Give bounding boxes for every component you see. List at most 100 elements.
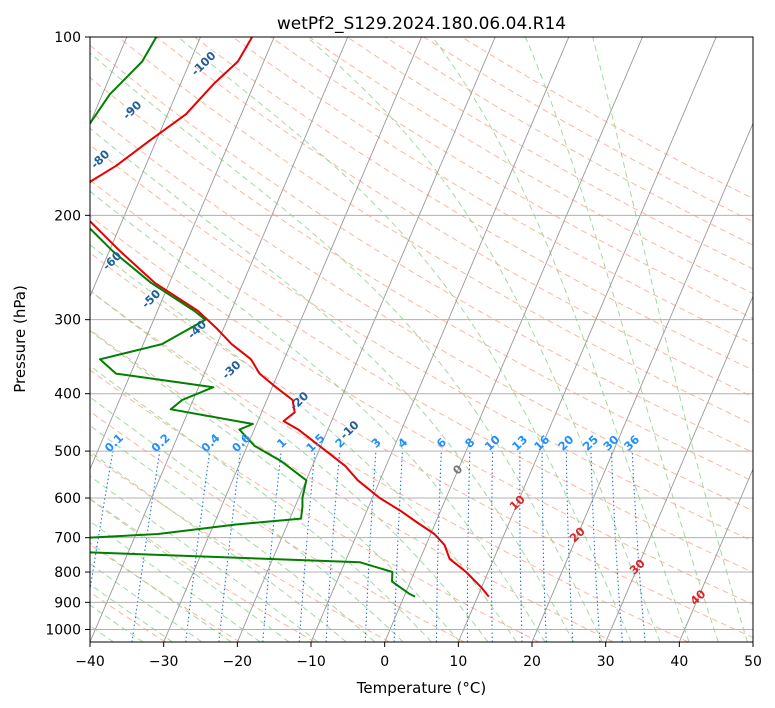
mixing-ratio-line (262, 451, 282, 642)
y-tick-label: 400 (54, 387, 81, 403)
mixing-ratio-line (185, 451, 211, 642)
moist-adiabat-label: -50 (139, 287, 164, 312)
mixing-ratio-line (466, 451, 471, 642)
dry-adiabat (385, 37, 753, 246)
moist-adiabat (90, 329, 461, 642)
sounding-series (90, 37, 490, 598)
isotherm-label: 30 (627, 556, 648, 577)
dry-adiabat (270, 37, 753, 319)
x-axis-title: Temperature (°C) (356, 679, 486, 697)
x-tick-label: 10 (449, 654, 467, 670)
x-tick-label: 40 (670, 654, 688, 670)
isotherm (310, 37, 570, 642)
isotherm (384, 37, 643, 642)
contour-labels: -100-90-80-70-60-50-40-30-20-100.1 0.2 0.4… (90, 48, 708, 608)
moist-adiabat (90, 542, 232, 642)
isotherm (90, 37, 275, 471)
isotherm (531, 122, 753, 642)
dry-adiabat (423, 37, 753, 223)
mixing-ratio-label: 8 (462, 435, 477, 451)
isotherm (90, 37, 201, 298)
dry-adiabat (90, 110, 753, 512)
isotherm (90, 37, 349, 642)
mixing-ratio-line (631, 451, 646, 642)
x-tick-label: −20 (223, 654, 253, 670)
dry-adiabat (461, 37, 753, 200)
y-tick-label: 900 (54, 595, 81, 611)
isotherm (457, 37, 717, 642)
dry-adiabat (90, 369, 540, 642)
dry-adiabat (90, 544, 241, 642)
mixing-ratio-line (364, 451, 377, 642)
moist-adiabat (90, 127, 575, 642)
moist-adiabat (90, 52, 603, 642)
mixing-ratio-line (218, 451, 242, 642)
mixing-ratio-label: 30 (600, 432, 621, 453)
x-tick-label: 50 (744, 654, 762, 670)
y-tick-label: 600 (54, 491, 81, 507)
mixing-ratio-line (490, 451, 494, 642)
x-tick-label: 30 (597, 654, 615, 670)
moist-adiabat (177, 37, 632, 642)
moist-adiabat (90, 190, 546, 642)
mixing-ratio-label: 20 (555, 432, 576, 453)
dry-adiabat (90, 215, 753, 606)
moist-adiabat-label: -30 (219, 358, 244, 383)
chart-title: wetPf2_S129.2024.180.06.04.R14 (277, 14, 566, 34)
moist-adiabat (431, 37, 690, 642)
moist-adiabat (90, 244, 517, 642)
isotherm (236, 37, 496, 642)
dry-adiabat (90, 76, 753, 482)
isotherms (90, 37, 753, 642)
dry-adiabats (90, 37, 753, 642)
dry-adiabat (308, 37, 753, 294)
moist-adiabat (90, 396, 404, 642)
mixing-ratio-line (519, 451, 523, 642)
moist-adiabat (90, 583, 173, 642)
dry-adiabat (90, 410, 465, 642)
x-tick-label: 20 (523, 654, 541, 670)
mixing-ratio-label: 13 (509, 432, 530, 453)
moist-adiabat (306, 37, 661, 642)
isotherm-label: 20 (567, 524, 588, 545)
moist-adiabat (90, 365, 432, 642)
dry-adiabat (90, 44, 753, 453)
mixing-ratio-line (610, 451, 623, 642)
y-tick-label: 500 (54, 444, 81, 460)
mixing-ratio-label: 10 (482, 432, 503, 453)
mixing-ratio-label: 6 (434, 435, 449, 451)
mixing-ratio-label: 3 (368, 435, 383, 451)
y-tick-label: 100 (54, 30, 81, 46)
temperature-line (90, 37, 490, 598)
isotherm-label: 0 (450, 462, 465, 478)
x-tick-label: −30 (149, 654, 179, 670)
mixing-ratio-line (565, 451, 574, 642)
y-axis-title: Pressure (hPa) (11, 285, 29, 393)
dry-adiabat (90, 144, 753, 542)
plot-frame (89, 36, 754, 643)
mixing-ratio-line (393, 451, 404, 642)
dewpoint-line (90, 37, 416, 598)
mixing-ratio-line (298, 451, 316, 642)
y-tick-label: 1000 (45, 622, 81, 638)
moist-adiabat (90, 451, 347, 642)
x-tick-label: −40 (75, 654, 105, 670)
isotherm (752, 640, 753, 642)
moist-adiabat-label: -100 (188, 48, 218, 78)
isotherm (605, 295, 753, 642)
isotherm-label: 10 (507, 492, 528, 513)
dry-adiabat (232, 37, 753, 345)
moist-adiabat (90, 424, 376, 642)
x-axis-ticks: −40 −30 −20 −10 0 10 20 30 40 50 (75, 642, 762, 670)
isotherm (678, 467, 753, 642)
moist-adiabat-label: -40 (185, 317, 210, 342)
moist-adiabat (90, 475, 319, 642)
moist-adiabat (525, 37, 719, 642)
moist-adiabat (90, 520, 261, 642)
dry-adiabat (90, 329, 614, 642)
pressure-gridlines (90, 37, 753, 630)
moist-adiabat (592, 37, 748, 642)
y-tick-label: 300 (54, 313, 81, 329)
dry-adiabat (90, 252, 753, 639)
moist-adiabat (90, 290, 489, 642)
